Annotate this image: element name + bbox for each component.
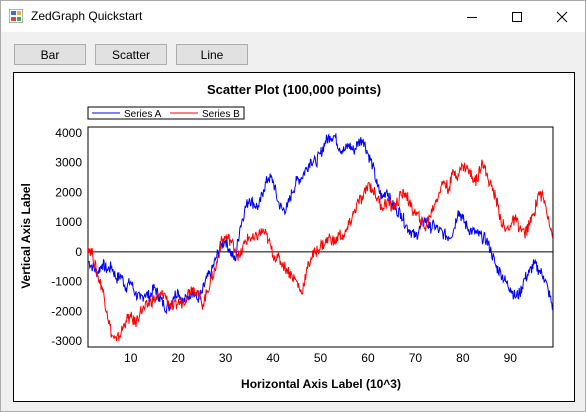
minimize-button[interactable] — [449, 1, 494, 32]
x-tick-label: 60 — [361, 351, 375, 365]
bar-button[interactable]: Bar — [14, 44, 86, 65]
app-icon — [9, 9, 23, 23]
y-tick-label: 0 — [75, 245, 82, 259]
series-line-b — [88, 159, 553, 342]
series-line-a — [88, 133, 553, 315]
x-tick-label: 80 — [456, 351, 470, 365]
x-axis-label: Horizontal Axis Label (10^3) — [241, 377, 401, 391]
y-tick-label: -3000 — [51, 334, 82, 348]
legend-box — [87, 106, 245, 120]
legend-label: Series B — [202, 109, 240, 120]
plot-area — [87, 126, 554, 348]
window-title: ZedGraph Quickstart — [31, 9, 143, 23]
close-button[interactable] — [539, 1, 584, 32]
chart-svg: Scatter Plot (100,000 points) Series A Se… — [19, 82, 554, 391]
y-tick-label: 3000 — [55, 156, 82, 170]
x-tick-label: 40 — [266, 351, 280, 365]
chart-title: Scatter Plot (100,000 points) — [207, 82, 381, 97]
y-tick-label: -1000 — [51, 275, 82, 289]
y-axis: -3000 -2000 -1000 0 1000 2000 3000 4000 — [51, 126, 553, 348]
scatter-button[interactable]: Scatter — [95, 44, 167, 65]
title-bar[interactable]: ZedGraph Quickstart — [1, 1, 585, 32]
plot-frame — [87, 126, 554, 348]
x-tick-label: 10 — [124, 351, 138, 365]
close-icon — [556, 11, 567, 22]
maximize-icon — [511, 11, 522, 22]
y-tick-label: 1000 — [55, 215, 82, 229]
maximize-button[interactable] — [494, 1, 539, 32]
x-tick-label: 90 — [504, 351, 518, 365]
x-tick-label: 30 — [219, 351, 233, 365]
legend-label: Series A — [124, 109, 162, 120]
y-axis-label: Vertical Axis Label — [19, 183, 33, 289]
minimize-icon — [466, 16, 477, 18]
x-tick-label: 20 — [171, 351, 185, 365]
y-tick-label: 2000 — [55, 185, 82, 199]
line-button[interactable]: Line — [176, 44, 248, 65]
x-tick-label: 70 — [409, 351, 423, 365]
y-tick-label: 4000 — [55, 126, 82, 140]
chart-panel: Scatter Plot (100,000 points) Series A Se… — [13, 72, 575, 402]
y-tick-label: -2000 — [51, 304, 82, 318]
x-tick-label: 50 — [314, 351, 328, 365]
legend: Series A Series B — [87, 106, 245, 120]
